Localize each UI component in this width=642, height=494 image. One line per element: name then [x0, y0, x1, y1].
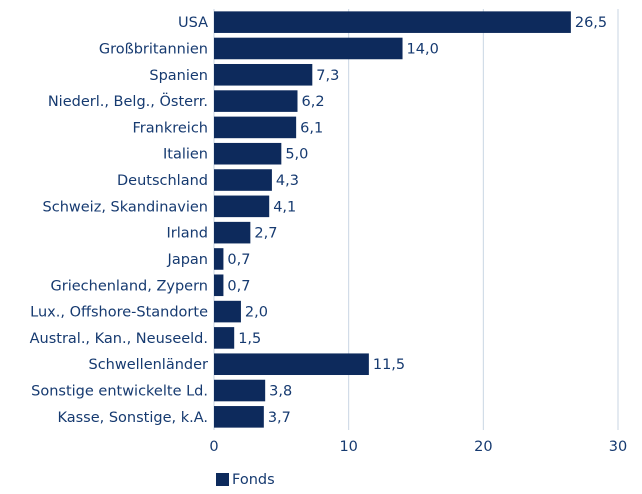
y-tick-label: Sonstige entwickelte Ld.: [31, 384, 208, 400]
bar: [214, 37, 403, 60]
y-tick-label: Italien: [163, 147, 208, 163]
bar: [214, 300, 241, 323]
bar: [214, 379, 266, 402]
x-tick-label: 0: [209, 439, 218, 455]
y-tick-label: Lux., Offshore-Standorte: [30, 305, 208, 321]
data-label: 0,7: [227, 278, 250, 294]
y-tick-label: Irland: [166, 226, 208, 242]
y-tick-label: Großbritannien: [99, 41, 208, 57]
y-tick-label: Kasse, Sonstige, k.A.: [57, 410, 208, 426]
data-label: 4,3: [276, 173, 299, 189]
bar: [214, 248, 224, 270]
bar: [214, 274, 224, 297]
y-tick-label: Deutschland: [117, 173, 208, 189]
data-label: 14,0: [407, 41, 439, 57]
data-label: 3,7: [268, 410, 291, 426]
data-label: 5,0: [285, 147, 308, 163]
bar: [214, 327, 235, 349]
data-label: 7,3: [316, 68, 339, 84]
y-tick-label: Griechenland, Zypern: [51, 278, 208, 294]
y-tick-label: Spanien: [149, 68, 208, 84]
y-tick-label: Schwellenländer: [88, 357, 208, 373]
y-tick-label: Frankreich: [133, 120, 208, 136]
data-label: 6,2: [301, 94, 324, 110]
data-label: 1,5: [238, 331, 261, 347]
legend-label: Fonds: [232, 472, 275, 488]
bar: [214, 195, 270, 218]
y-tick-label: Austral., Kan., Neuseeld.: [30, 331, 208, 347]
y-tick-label: Niederl., Belg., Österr.: [48, 92, 208, 110]
bar: [214, 116, 297, 139]
bar: [214, 142, 282, 165]
x-tick-label: 30: [609, 439, 627, 455]
bar: [214, 63, 313, 86]
x-tick-label: 20: [474, 439, 492, 455]
bar: [214, 90, 298, 112]
bar: [214, 406, 264, 428]
y-tick-label: USA: [178, 15, 208, 31]
bar: [214, 11, 571, 33]
y-tick-label: Japan: [167, 252, 208, 268]
data-label: 2,7: [254, 226, 277, 242]
data-label: 11,5: [373, 357, 405, 373]
bar: [214, 353, 369, 376]
data-label: 26,5: [575, 15, 607, 31]
bar: [214, 221, 251, 244]
data-label: 2,0: [245, 305, 268, 321]
data-label: 6,1: [300, 120, 323, 136]
data-label: 0,7: [227, 252, 250, 268]
y-tick-label: Schweiz, Skandinavien: [43, 199, 208, 215]
data-label: 4,1: [273, 199, 296, 215]
data-label: 3,8: [269, 384, 292, 400]
bar: [214, 169, 272, 191]
x-tick-label: 10: [339, 439, 357, 455]
legend-swatch: [216, 473, 229, 486]
